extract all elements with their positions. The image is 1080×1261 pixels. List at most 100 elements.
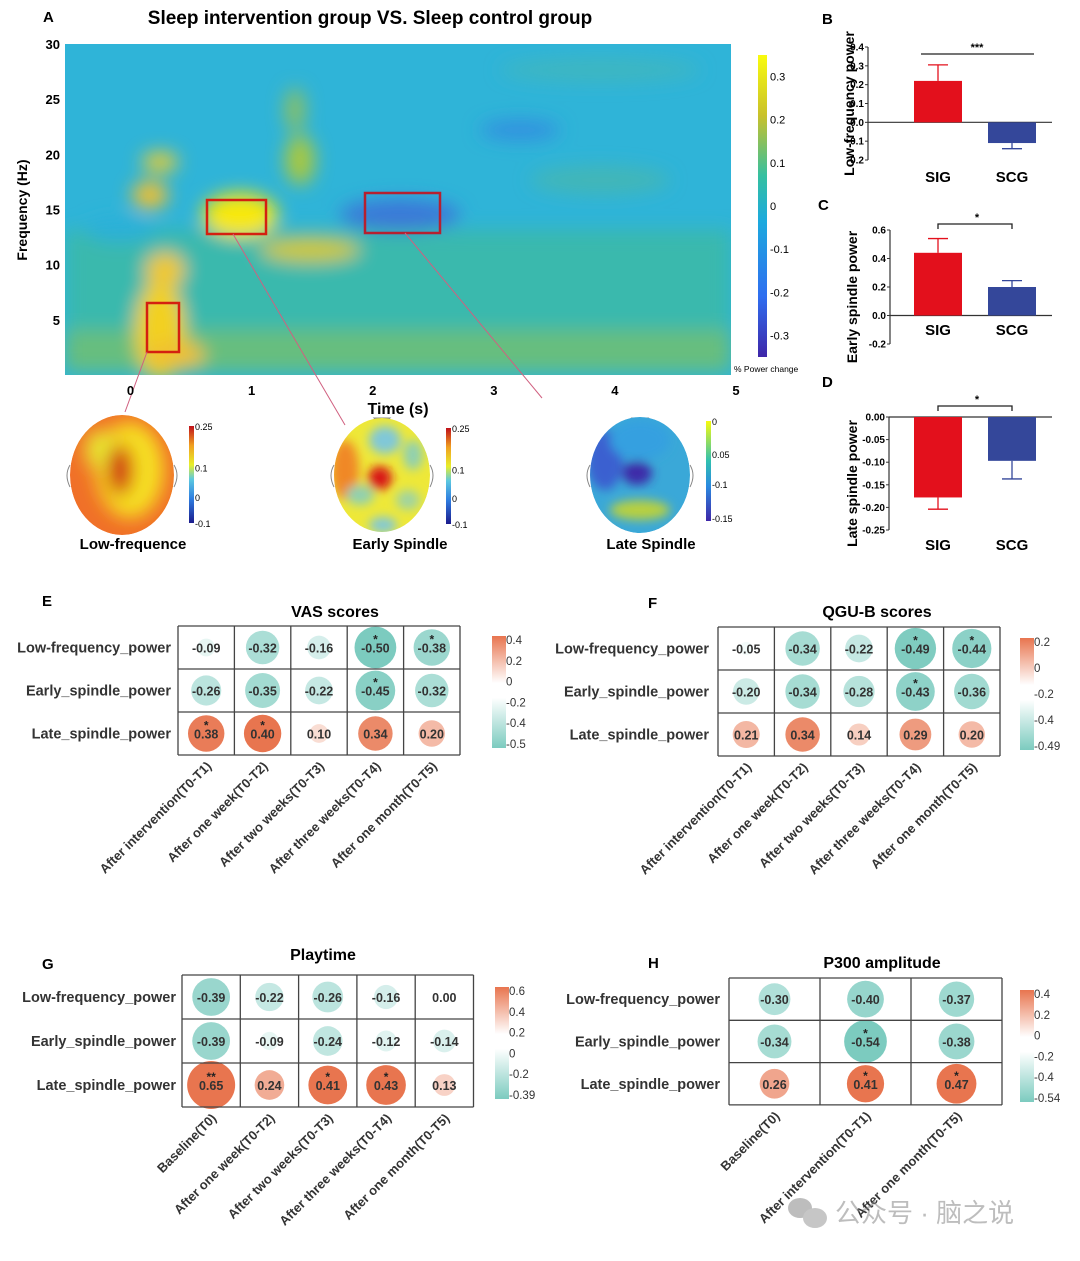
correlation-value: 0.24 [257,1079,281,1093]
bar-scg [988,122,1036,144]
legend-tick-label: 0.4 [509,1007,526,1019]
correlation-circle [739,641,753,656]
correlation-legend: 0.4 0.2 0 -0.2 -0.4 -0.54 [1020,989,1061,1105]
topomap-low-frequence [66,415,194,535]
correlation-circle [847,980,884,1018]
column-label: After one week(T0-T2) [171,1111,278,1218]
colorbar-tick-label: 0.1 [770,158,785,170]
significance-star: * [954,1069,959,1083]
correlation-value: 0.43 [374,1079,398,1093]
correlation-circle [785,631,820,666]
significance-star: * [204,719,209,733]
heatmap-colorbar-ticks: 0.3 0.2 0.1 0 -0.1 -0.2 -0.3 [770,72,789,343]
colorbar-tick-label: -0.1 [770,244,789,256]
column-label: After two weeks(T0-T3) [216,759,327,870]
y-tick-label: 5 [53,313,60,328]
topomap-tick-label: 0.1 [195,464,208,474]
correlation-circle [245,673,281,708]
correlation-value: 0.20 [420,728,444,742]
legend-tick-label: 0.2 [1034,1010,1050,1022]
correlation-value: 0.47 [944,1078,968,1092]
correlation-value: 0.40 [250,728,274,742]
row-label: Low-frequency_power [22,990,176,1006]
category-label: SIG [925,322,951,339]
heatmap-plot [65,44,731,375]
correlation-circle [896,672,935,711]
correlation-circle [732,678,760,705]
significance-star: * [260,719,265,733]
topomap-tick-label: 0.05 [712,450,730,460]
correlation-value: -0.09 [255,1035,284,1049]
correlation-value: -0.32 [248,642,277,656]
correlation-circle [375,1030,397,1052]
row-label: Late_spindle_power [570,728,710,744]
correlation-circle [192,978,231,1016]
correlation-circle [899,718,932,751]
topomap-late-spindle [586,417,711,533]
correlation-value: -0.38 [418,642,447,656]
legend-tick-label: -0.54 [1034,1093,1061,1105]
y-tick-label: 25 [46,92,60,107]
correlation-value: 0.14 [847,729,871,743]
correlation-legend: 0.6 0.4 0.2 0 -0.2 -0.39 [495,986,535,1102]
correlation-circle [846,1065,885,1103]
correlation-circle [192,1022,231,1060]
y-tick-label: 0.4 [850,43,864,54]
correlation-value: -0.43 [901,686,930,700]
topomap-tick-label: -0.1 [195,519,211,529]
heatmap-x-ticks: 0 1 2 3 4 5 [127,383,740,398]
topomap-label-late-spindle: Late Spindle [606,536,695,553]
y-tick-label: 30 [46,37,60,52]
correlation-circle [354,626,397,669]
y-axis-label: Early spindle power [844,230,860,363]
significance-marker: * [975,212,980,224]
legend-tick-label: 0.2 [506,656,522,668]
colorbar-tick-label: -0.3 [770,330,789,342]
y-tick-label: 0.4 [872,254,886,265]
bar-scg [988,287,1036,316]
watermark-text: 公众号 · 脑之说 [835,1198,1014,1228]
correlation-circle [312,981,344,1013]
colorbar-tick-label: 0 [770,201,776,213]
row-label: Late_spindle_power [32,727,172,743]
x-tick-label: 3 [490,383,497,398]
category-label: SCG [996,537,1029,554]
correlation-circle [254,1070,285,1100]
row-label: Late_spindle_power [37,1078,177,1094]
topomap-tick-label: 0.1 [452,465,465,475]
correlation-value: -0.45 [361,685,390,699]
significance-star: * [384,1070,389,1084]
y-axis-label: Low-frequency power [841,31,857,176]
correlation-panels: VAS scores-0.09 -0.32 -0.16 -0.50*-0.38*-0.… [17,604,1061,1228]
legend-tick-label: 0 [509,1048,515,1060]
x-tick-label: 0 [127,383,134,398]
correlation-value: -0.16 [305,642,334,656]
y-tick-label: -0.15 [862,480,885,491]
bar-chart-b: 0.4 0.3 0.2 0.1 0.0 -0.1 -0.2 SIG SCG *** Low-freq… [841,31,1052,186]
significance-star: * [373,633,378,647]
correlation-value: -0.49 [901,643,930,657]
panel-letter-c: C [818,197,829,214]
correlation-value: -0.26 [192,685,221,699]
category-label: SIG [925,537,951,554]
correlation-circle [260,1031,279,1051]
heatmap-x-label: Time (s) [367,401,428,418]
correlation-value: -0.16 [372,991,401,1005]
correlation-value: -0.34 [788,643,817,657]
correlation-value: -0.05 [732,643,761,657]
correlation-value: -0.44 [958,643,987,657]
topomap-label-early-spindle: Early Spindle [352,536,447,553]
y-tick-label: 0.00 [866,413,886,424]
x-tick-label: 4 [611,383,619,398]
panel-a: A Sleep intervention group VS. Sleep con… [14,8,799,553]
correlation-circle [433,1029,456,1053]
watermark: 公众号 · 脑之说 [788,1198,1014,1228]
correlation-value: -0.24 [314,1035,343,1049]
correlation-value: -0.38 [942,1035,971,1049]
bar-panels: 0.4 0.3 0.2 0.1 0.0 -0.1 -0.2 SIG SCG *** Low-freq… [841,31,1052,554]
y-tick-label: 15 [46,203,60,218]
legend-tick-label: -0.2 [506,697,526,709]
bar-sig [914,80,962,123]
y-axis-label: Late spindle power [844,420,860,547]
